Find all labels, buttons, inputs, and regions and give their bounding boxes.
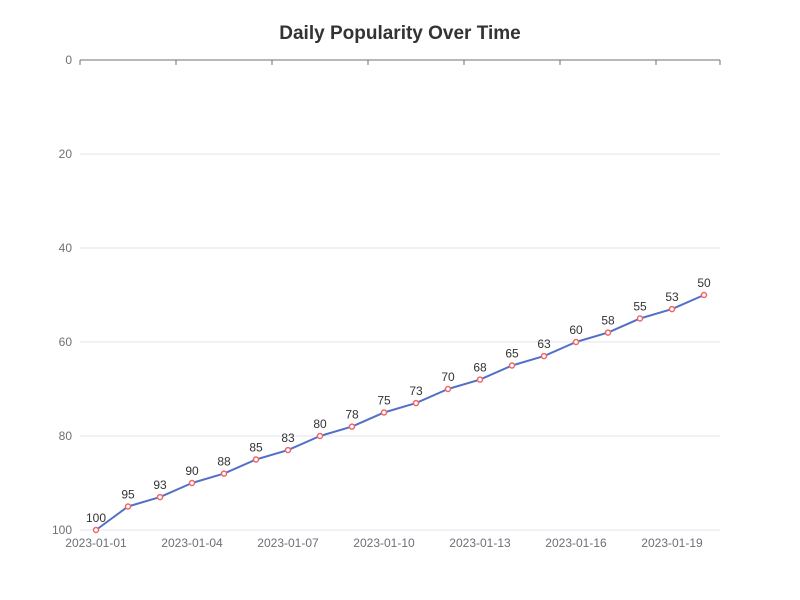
data-point[interactable] xyxy=(444,385,452,393)
series-line xyxy=(95,294,705,531)
data-label: 85 xyxy=(249,441,263,455)
x-tick-label: 2023-01-07 xyxy=(257,536,319,550)
data-point[interactable] xyxy=(348,423,356,430)
grid-lines xyxy=(80,153,720,531)
data-label: 55 xyxy=(633,300,647,314)
x-tick-label: 2023-01-13 xyxy=(449,536,511,550)
data-point[interactable] xyxy=(508,362,516,369)
data-point[interactable] xyxy=(668,305,676,313)
data-point[interactable] xyxy=(188,479,196,487)
data-label: 75 xyxy=(377,394,391,408)
data-label: 83 xyxy=(281,431,295,445)
data-point[interactable] xyxy=(636,315,644,322)
x-tick-label: 2023-01-19 xyxy=(641,536,703,550)
y-tick-label: 40 xyxy=(59,241,73,255)
data-point[interactable] xyxy=(476,376,484,383)
data-point[interactable] xyxy=(604,329,612,336)
y-tick-label: 80 xyxy=(59,429,73,443)
y-tick-label: 0 xyxy=(65,53,72,67)
y-tick-label: 60 xyxy=(59,335,73,349)
series-layer xyxy=(95,294,705,531)
data-label: 68 xyxy=(473,361,487,375)
data-label: 73 xyxy=(409,384,423,398)
x-tick-label: 2023-01-16 xyxy=(545,536,607,550)
y-tick-label: 100 xyxy=(52,523,72,537)
data-label: 93 xyxy=(153,478,167,492)
data-point[interactable] xyxy=(124,503,132,510)
data-label: 60 xyxy=(569,323,583,337)
chart-title: Daily Popularity Over Time xyxy=(279,23,520,44)
data-point[interactable] xyxy=(572,338,580,346)
data-label: 78 xyxy=(345,408,359,422)
data-label: 90 xyxy=(185,464,199,478)
x-tick-label: 2023-01-10 xyxy=(353,536,415,550)
point-layer xyxy=(92,291,708,534)
data-point[interactable] xyxy=(316,432,324,440)
x-tick-label: 2023-01-04 xyxy=(161,536,223,550)
data-label: 63 xyxy=(537,337,551,351)
data-point[interactable] xyxy=(284,446,292,454)
data-point[interactable] xyxy=(220,470,228,477)
data-label: 53 xyxy=(665,290,679,304)
data-point[interactable] xyxy=(380,409,388,416)
data-label: 100 xyxy=(86,511,106,525)
data-point[interactable] xyxy=(412,399,420,407)
data-point[interactable] xyxy=(156,493,164,501)
data-point[interactable] xyxy=(700,291,708,299)
data-label: 58 xyxy=(601,314,615,328)
data-point[interactable] xyxy=(540,352,548,360)
data-label: 80 xyxy=(313,417,327,431)
data-label: 50 xyxy=(697,276,711,290)
y-tick-label: 20 xyxy=(59,147,73,161)
data-label: 70 xyxy=(441,370,455,384)
data-label: 95 xyxy=(121,488,135,502)
data-point[interactable] xyxy=(252,456,260,463)
data-label-layer: 100 95 93 90 88 85 83 80 78 75 73 70 68 65 63 60 58 55 53 5… xyxy=(86,276,711,525)
data-label: 65 xyxy=(505,347,519,361)
x-tick-label: 2023-01-01 xyxy=(65,536,127,550)
data-label: 88 xyxy=(217,455,231,469)
data-point[interactable] xyxy=(92,526,100,534)
